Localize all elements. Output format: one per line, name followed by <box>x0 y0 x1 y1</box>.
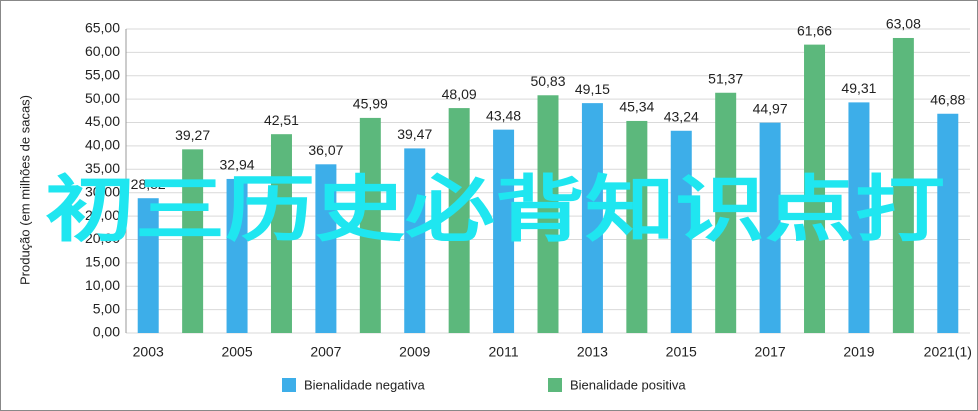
y-tick-label: 65,00 <box>85 20 120 36</box>
y-tick-label: 30,00 <box>85 183 120 199</box>
bar <box>759 122 781 333</box>
y-tick-label: 20,00 <box>85 230 120 246</box>
bar <box>581 103 603 333</box>
y-tick-label: 40,00 <box>85 137 120 153</box>
x-tick-label: 2015 <box>666 344 697 360</box>
data-label: 50,83 <box>530 73 565 89</box>
bar <box>892 37 914 334</box>
bar <box>804 44 826 334</box>
legend-label: Bienalidade negativa <box>304 377 425 392</box>
y-axis-label: Produção (em milhões de sacas) <box>17 95 32 285</box>
data-label: 63,08 <box>886 16 921 32</box>
bar <box>404 148 426 333</box>
y-tick-label: 60,00 <box>85 43 120 59</box>
bar <box>137 198 159 333</box>
x-tick-label: 2007 <box>310 344 341 360</box>
watermark: 初三历史必背知识点打 <box>45 168 945 252</box>
data-label: 43,24 <box>664 108 699 124</box>
bar <box>715 92 737 333</box>
y-tick-label: 25,00 <box>85 207 120 223</box>
y-tick-label: 0,00 <box>93 324 120 340</box>
x-tick-label: 2021(1) <box>924 344 972 360</box>
x-tick-label: 2017 <box>755 344 786 360</box>
bar <box>493 129 515 333</box>
data-label: 39,47 <box>397 126 432 142</box>
data-label: 43,48 <box>486 107 521 123</box>
data-label: 44,97 <box>753 100 788 116</box>
data-label: 46,88 <box>930 91 965 107</box>
y-tick-label: 5,00 <box>93 300 120 316</box>
x-tick-label: 2009 <box>399 344 430 360</box>
bar <box>626 120 648 334</box>
bar <box>315 164 337 333</box>
data-label: 48,09 <box>442 86 477 102</box>
data-label: 42,51 <box>264 112 299 128</box>
bar <box>226 178 248 333</box>
data-label: 49,31 <box>841 80 876 96</box>
data-label: 32,94 <box>220 157 255 173</box>
data-label: 39,27 <box>175 127 210 143</box>
data-label: 61,66 <box>797 22 832 38</box>
legend-label: Bienalidade positiva <box>570 377 686 392</box>
bar <box>537 95 559 333</box>
data-label: 51,37 <box>708 70 743 86</box>
x-tick-label: 2019 <box>843 344 874 360</box>
bar <box>270 134 292 333</box>
y-tick-label: 45,00 <box>85 113 120 129</box>
data-label: 45,34 <box>619 99 654 115</box>
x-tick-label: 2003 <box>133 344 164 360</box>
x-tick-label: 2013 <box>577 344 608 360</box>
legend-swatch <box>282 378 296 392</box>
bar <box>848 102 870 333</box>
x-tick-label: 2011 <box>489 344 519 360</box>
data-label: 28,82 <box>131 176 166 192</box>
bar <box>670 130 692 333</box>
data-label: 45,99 <box>353 96 388 112</box>
bar <box>448 108 470 334</box>
y-tick-label: 15,00 <box>85 254 120 270</box>
y-tick-label: 55,00 <box>85 66 120 82</box>
data-label: 49,15 <box>575 81 610 97</box>
x-tick-label: 2005 <box>221 344 252 360</box>
bar <box>182 149 204 333</box>
y-tick-label: 50,00 <box>85 90 120 106</box>
y-tick-label: 35,00 <box>85 160 120 176</box>
bar <box>937 113 959 333</box>
legend-swatch <box>548 378 562 392</box>
y-tick-label: 10,00 <box>85 277 120 293</box>
data-label: 36,07 <box>308 142 343 158</box>
bar <box>359 117 381 333</box>
